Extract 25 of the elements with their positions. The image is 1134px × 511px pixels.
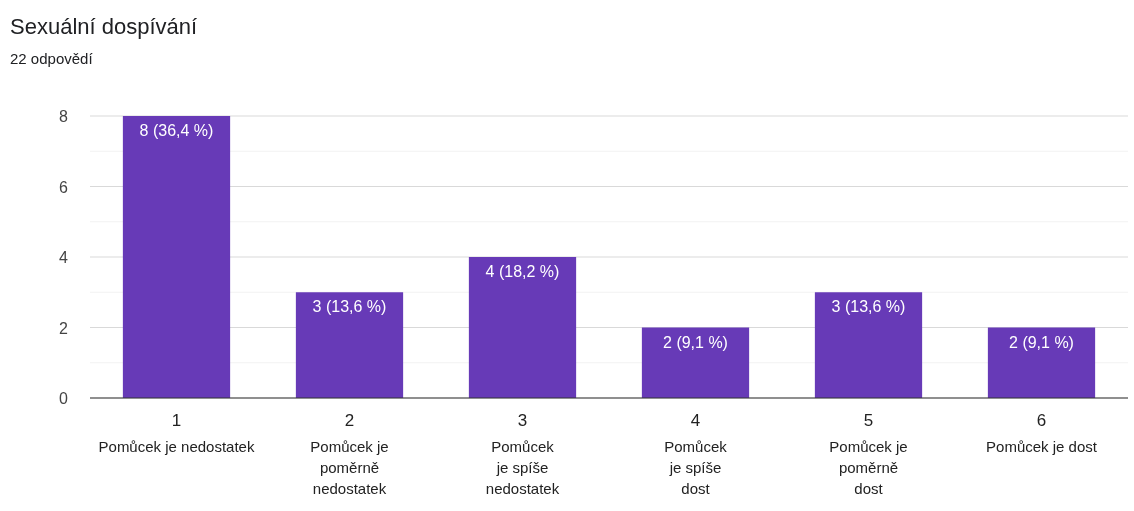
y-tick-label: 6 [59, 178, 69, 196]
data-label: 3 (13,6 %) [312, 298, 387, 316]
bar [468, 257, 577, 398]
y-tick-label: 0 [59, 390, 69, 407]
x-tick-label: 5 Pomůcek je poměrně dost [829, 411, 908, 497]
data-label: 2 (9,1 %) [1009, 333, 1074, 351]
x-tick-label: 6 Pomůcek je dost [986, 411, 1098, 455]
x-tick-label: 1 Pomůcek je nedostatek [98, 411, 255, 455]
data-label: 3 (13,6 %) [831, 298, 906, 316]
bar [814, 292, 923, 398]
bar [987, 327, 1096, 398]
y-tick-label: 2 [59, 319, 69, 337]
data-label: 4 (18,2 %) [485, 263, 560, 280]
x-tick-label: 4 Pomůcek je spíše dost [664, 411, 728, 497]
x-tick-label: 2 Pomůcek je poměrně nedostatek [310, 411, 389, 497]
data-label: 2 (9,1 %) [663, 333, 728, 351]
data-label: 8 (36,4 %) [139, 122, 214, 139]
y-tick-label: 8 [59, 108, 69, 125]
y-tick-label: 4 [59, 249, 69, 266]
bar [122, 116, 231, 398]
bar [295, 292, 404, 398]
chart-subtitle: 22 odpovědí [10, 50, 94, 67]
bar [641, 327, 750, 398]
chart-title: Sexuální dospívání [10, 14, 198, 39]
x-tick-label: 3 Pomůcek je spíše nedostatek [485, 411, 560, 497]
